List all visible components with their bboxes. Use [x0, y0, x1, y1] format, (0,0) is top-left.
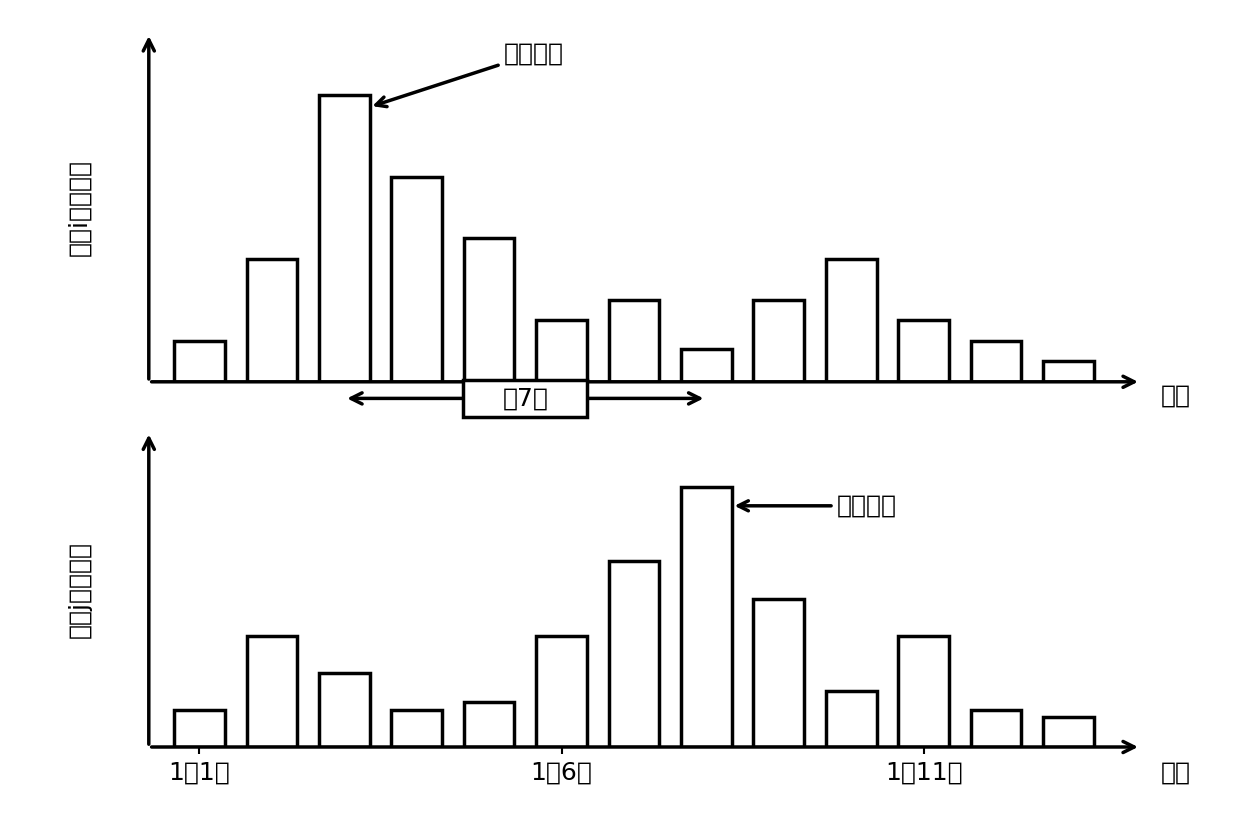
Text: 日期: 日期	[1161, 383, 1190, 408]
Bar	[971, 341, 1022, 382]
Text: ＜7天: ＜7天	[502, 387, 548, 410]
Bar	[971, 710, 1022, 747]
Bar	[464, 238, 515, 382]
Bar	[1043, 717, 1094, 747]
Bar	[754, 300, 804, 382]
Text: 洪水事件: 洪水事件	[376, 42, 564, 106]
Bar	[826, 259, 877, 382]
Bar	[536, 636, 587, 747]
Bar	[609, 561, 660, 747]
Bar	[1043, 361, 1094, 382]
Bar	[536, 320, 587, 382]
Bar	[754, 598, 804, 747]
Text: 日期: 日期	[1161, 760, 1190, 784]
Text: 流域j的径流深: 流域j的径流深	[67, 541, 92, 637]
Bar	[319, 673, 370, 747]
Bar	[898, 636, 949, 747]
Bar	[898, 320, 949, 382]
Bar	[319, 95, 370, 382]
Bar	[826, 691, 877, 747]
Bar	[174, 710, 224, 747]
Bar	[247, 636, 298, 747]
Bar	[174, 341, 224, 382]
Bar	[247, 259, 298, 382]
Text: 洪水事件: 洪水事件	[738, 494, 897, 518]
Bar	[681, 487, 732, 747]
Bar	[464, 702, 515, 747]
Bar	[681, 349, 732, 382]
Bar	[392, 710, 441, 747]
Bar	[392, 177, 441, 382]
Bar	[609, 300, 660, 382]
Text: 流域i的径流深: 流域i的径流深	[67, 159, 92, 256]
